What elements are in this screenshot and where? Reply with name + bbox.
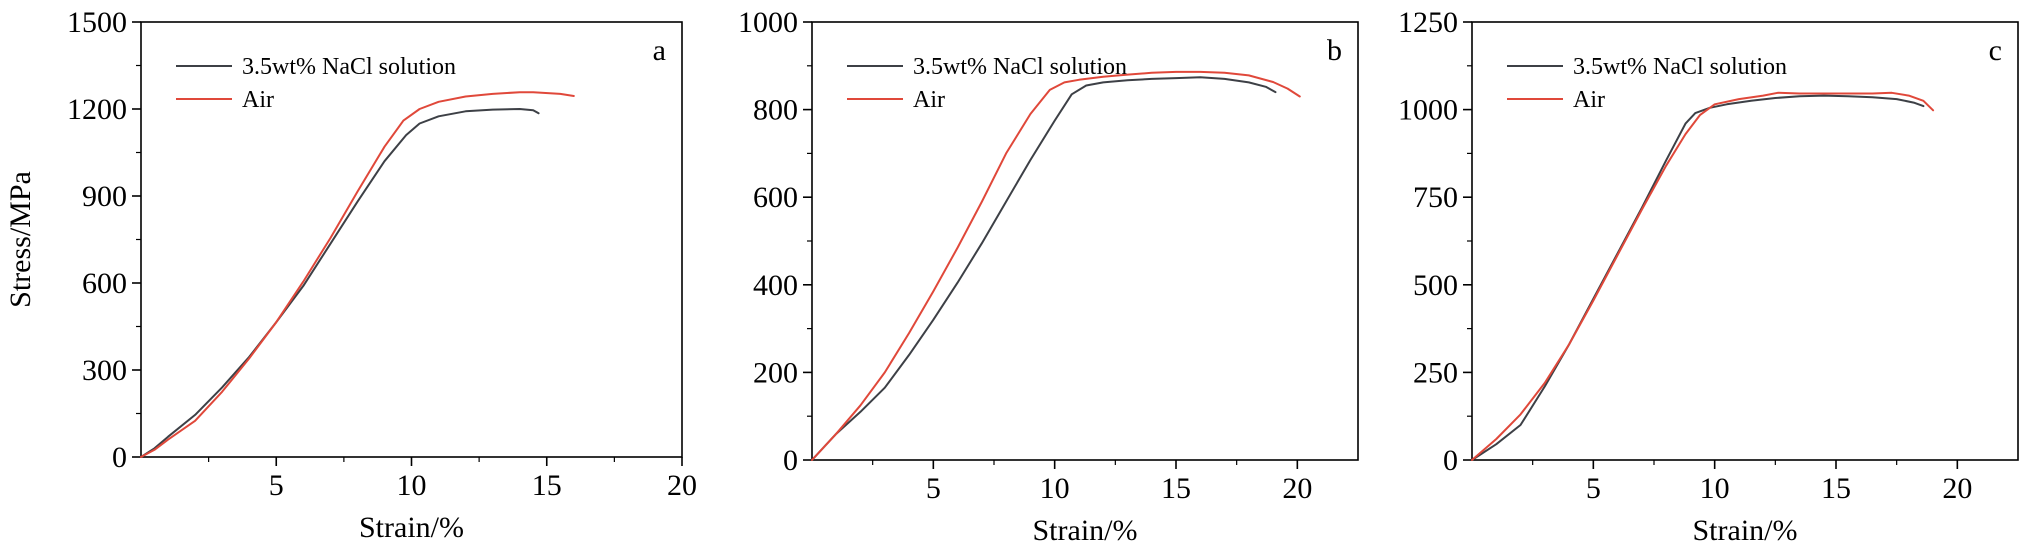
series-line-air: [811, 70, 1301, 461]
y-tick-label: 1200: [67, 93, 127, 126]
y-tick-label: 1250: [1398, 6, 1458, 39]
y-tick-label: 600: [753, 181, 798, 214]
x-tick-label: 5: [269, 469, 284, 502]
y-tick-label: 0: [1443, 444, 1458, 477]
legend-label-air: Air: [242, 87, 274, 113]
x-tick-label: 5: [926, 472, 941, 505]
y-tick-label: 600: [82, 267, 127, 300]
panel-letter: a: [653, 34, 666, 67]
series-line-air: [140, 91, 575, 458]
x-tick-label: 15: [1161, 472, 1191, 505]
y-axis-title: Stress/MPa: [4, 171, 37, 308]
series-line-nacl: [1471, 94, 1925, 461]
legend-label-air: Air: [913, 87, 945, 113]
panel-letter: b: [1327, 34, 1342, 67]
x-tick-label: 20: [1282, 472, 1312, 505]
x-tick-label: 20: [1942, 472, 1972, 505]
plot-frame: [811, 21, 1359, 461]
y-tick-label: 0: [783, 444, 798, 477]
y-tick-label: 500: [1413, 269, 1458, 302]
panel-letter: c: [1989, 34, 2002, 67]
legend-label-nacl: 3.5wt% NaCl solution: [913, 54, 1127, 80]
x-tick-label: 10: [1040, 472, 1070, 505]
x-tick-label: 10: [397, 469, 427, 502]
y-tick-label: 800: [753, 94, 798, 127]
x-tick-label: 15: [532, 469, 562, 502]
chart-panel-c: 5 10 15 20 0 250 500 750 1000 1250 Strain/% c 3.5wt%…: [1398, 6, 2019, 547]
y-tick-label: 200: [753, 356, 798, 389]
chart-panel-b: 5 10 15 2002004006008001000Strain/%b3.5wt% …: [738, 6, 1359, 547]
x-axis-title: Strain/%: [359, 511, 464, 544]
y-tick-label: 900: [82, 180, 127, 213]
x-axis-title: Strain/%: [1693, 514, 1798, 547]
y-tick-label: 250: [1413, 356, 1458, 389]
x-tick-label: 15: [1821, 472, 1851, 505]
y-tick-label: 400: [753, 269, 798, 302]
y-tick-label: 1000: [1398, 94, 1458, 127]
chart-panel-a: 5 10 15 20 0 300 600 900 1200 1500 Strain/% Stress/…: [4, 6, 697, 544]
x-tick-label: 20: [667, 469, 697, 502]
legend-label-nacl: 3.5wt% NaCl solution: [1573, 54, 1787, 80]
series-line-nacl: [140, 108, 540, 458]
series-line-air: [1471, 91, 1935, 461]
y-tick-label: 1000: [738, 6, 798, 39]
x-tick-label: 5: [1586, 472, 1601, 505]
legend-label-air: Air: [1573, 87, 1605, 113]
y-tick-label: 1500: [67, 6, 127, 39]
y-tick-label: 750: [1413, 181, 1458, 214]
y-tick-label: 300: [82, 354, 127, 387]
series-line-nacl: [811, 76, 1277, 461]
y-tick-label: 0: [112, 441, 127, 474]
plot-frame: [1471, 21, 2019, 461]
x-axis-title: Strain/%: [1033, 514, 1138, 547]
x-tick-label: 10: [1700, 472, 1730, 505]
legend-label-nacl: 3.5wt% NaCl solution: [242, 54, 456, 80]
